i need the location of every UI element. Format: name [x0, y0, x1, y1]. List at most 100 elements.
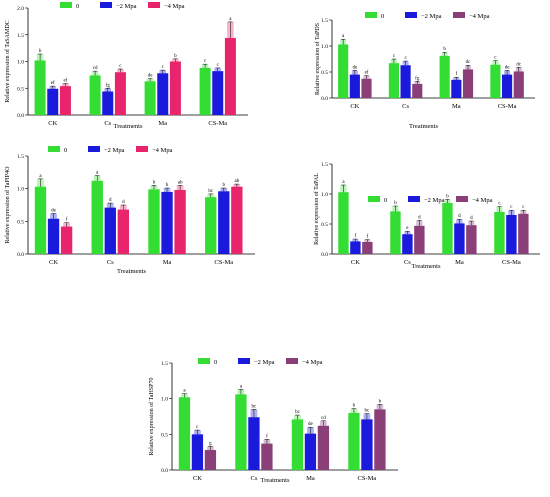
significance-letter: de [505, 65, 511, 70]
bar [117, 209, 130, 254]
bar [513, 71, 524, 98]
legend-label: 0 [384, 197, 387, 204]
significance-letter: b [39, 49, 42, 54]
significance-letter: a [342, 34, 345, 39]
significance-letter: c [510, 205, 513, 210]
significance-letter: f [367, 235, 369, 240]
bar [235, 394, 247, 470]
significance-letter: c [522, 205, 525, 210]
legend: 0 −2 Mpa −4 Mpa [365, 12, 490, 20]
y-tick-label: 1.0 [321, 44, 328, 50]
significance-letter: c [204, 59, 207, 64]
x-axis-label: Treatments [409, 123, 438, 130]
y-tick-label: 1.5 [17, 154, 24, 160]
y-tick-label: 0.5 [17, 219, 24, 225]
bar [261, 443, 273, 470]
bar [102, 91, 114, 115]
bar [157, 73, 169, 115]
legend-label: 0 [64, 147, 67, 154]
x-axis-label: Treatments [411, 263, 440, 270]
y-axis-label: Relative expression of TaPIP4O [4, 166, 11, 244]
significance-letter: d [458, 214, 461, 219]
y-tick-label: 1.5 [17, 33, 24, 39]
bar [414, 225, 425, 254]
legend-swatch [100, 2, 112, 8]
significance-letter: ab [178, 180, 183, 185]
y-tick-label: 0.5 [321, 70, 328, 76]
significance-letter: b [223, 183, 226, 188]
significance-letter: f [66, 218, 68, 223]
legend-label: 0 [214, 359, 217, 366]
bar [291, 419, 304, 470]
bar [47, 88, 59, 115]
significance-letter: de [308, 422, 314, 427]
significance-letter: f [456, 72, 458, 77]
bar [390, 211, 401, 254]
legend-swatch [238, 358, 250, 364]
y-tick-label: 0.5 [17, 86, 24, 92]
legend-label: −2 Mpa [421, 13, 442, 20]
category-label: CK [48, 120, 57, 127]
category-label: Cs [104, 120, 111, 127]
significance-letter: bc [365, 409, 371, 414]
category-label: CS-Ma [214, 259, 233, 266]
bar [439, 55, 450, 98]
legend-swatch [48, 146, 60, 152]
bar [205, 197, 217, 254]
legend-label: −4 Mpa [152, 147, 173, 154]
bar [338, 44, 349, 98]
bar [59, 86, 71, 115]
significance-letter: fg [415, 76, 420, 81]
category-label: CK [49, 259, 58, 266]
bar [231, 186, 243, 254]
chart-panel-5: 0.0 0.5 1.0 1.5 Relative expression of TaHSP… [148, 358, 398, 484]
legend-label: 0 [381, 13, 384, 20]
bar [248, 417, 260, 470]
y-tick-label: 1.0 [17, 187, 24, 193]
significance-letter: a [229, 17, 232, 22]
category-label: Cs [402, 103, 409, 110]
y-tick-label: 0.0 [161, 468, 168, 474]
significance-letter: a [183, 389, 186, 394]
significance-letter: c [404, 56, 407, 61]
significance-letter: bc [208, 189, 214, 194]
significance-letter: cd [321, 416, 326, 421]
bar [178, 397, 191, 470]
y-tick-label: 0.5 [321, 222, 328, 228]
y-tick-label: 0.0 [321, 252, 328, 258]
y-tick-label: 1.0 [17, 60, 24, 66]
bar [361, 419, 373, 470]
category-label: CK [351, 259, 360, 266]
legend-swatch [148, 2, 160, 8]
legend: 0 −2 Mpa −4 Mpa [60, 2, 185, 10]
legend-swatch [456, 196, 468, 202]
significance-letter: ef [365, 71, 369, 76]
bar [361, 78, 372, 98]
category-label: CS-Ma [358, 475, 377, 482]
bar [349, 74, 360, 98]
bar [114, 72, 126, 115]
significance-letter: a [342, 180, 345, 185]
y-tick-label: 0.0 [321, 96, 328, 102]
significance-letter: dc [516, 62, 522, 67]
legend-swatch [368, 196, 380, 202]
bar [348, 412, 360, 470]
bar [218, 191, 230, 254]
legend-swatch [286, 358, 298, 364]
category-label: CK [193, 475, 202, 482]
significance-letter: c [119, 64, 122, 69]
legend-swatch [365, 12, 377, 18]
category-label: Ma [455, 259, 464, 266]
bar [212, 71, 224, 115]
bar [199, 67, 211, 115]
legend: 0 −2 Mpa −4 Mpa [198, 358, 323, 366]
significance-letter: fg [106, 83, 111, 88]
significance-letter: ef [63, 78, 67, 83]
legend-swatch [405, 12, 417, 18]
significance-letter: d [109, 198, 112, 203]
significance-letter: de [51, 208, 57, 213]
legend: 0 −2 Mpa −4 Mpa [48, 146, 173, 154]
significance-letter: f [266, 434, 268, 439]
x-axis-label: Treatments [260, 477, 289, 484]
